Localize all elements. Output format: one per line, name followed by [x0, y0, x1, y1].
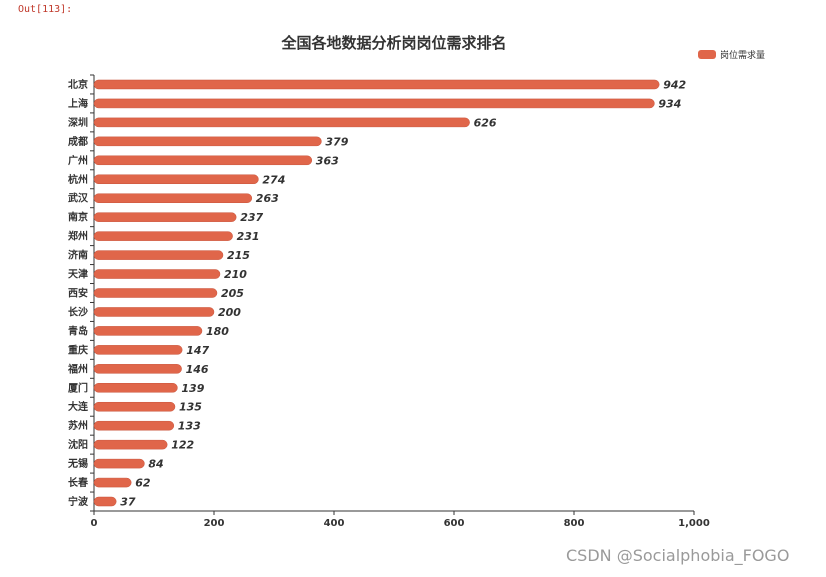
watermark: CSDN @Socialphobia_FOGO: [566, 546, 790, 565]
category-label: 长沙: [68, 305, 88, 318]
bar[interactable]: [93, 458, 145, 469]
bar[interactable]: [93, 193, 253, 203]
category-label: 长春: [68, 476, 88, 489]
category-label: 重庆: [68, 343, 88, 356]
category-label: 宁波: [68, 495, 89, 508]
legend-label: 岗位需求量: [720, 51, 766, 61]
value-label: 146: [186, 363, 209, 376]
category-label: 南京: [68, 211, 88, 224]
bar[interactable]: [93, 326, 203, 336]
x-tick-label: 200: [204, 518, 225, 529]
category-label: 成都: [68, 135, 88, 148]
bar[interactable]: [93, 477, 132, 488]
x-tick-label: 600: [444, 518, 465, 529]
bar[interactable]: [93, 136, 322, 147]
category-label: 杭州: [68, 173, 88, 186]
bar[interactable]: [93, 174, 259, 185]
category-label: 天津: [68, 268, 88, 281]
value-label: 237: [240, 211, 263, 224]
value-label: 205: [221, 287, 244, 300]
value-label: 263: [256, 192, 279, 205]
category-label: 郑州: [68, 230, 88, 243]
value-label: 147: [186, 344, 209, 357]
value-label: 379: [325, 135, 348, 148]
category-label: 西安: [68, 287, 88, 300]
bar[interactable]: [93, 231, 233, 241]
bar[interactable]: [93, 496, 117, 507]
legend-swatch: [698, 50, 716, 59]
category-label: 上海: [68, 97, 88, 110]
value-label: 274: [262, 173, 285, 186]
category-label: 沈阳: [68, 438, 88, 451]
bar[interactable]: [93, 117, 470, 128]
x-tick-label: 1,000: [678, 518, 710, 529]
category-label: 济南: [68, 249, 88, 262]
category-label: 苏州: [68, 419, 88, 432]
bar[interactable]: [93, 250, 224, 260]
category-label: 无锡: [67, 457, 88, 470]
bar[interactable]: [93, 288, 218, 298]
value-label: 135: [179, 401, 202, 414]
bar[interactable]: [93, 420, 175, 431]
value-label: 210: [224, 268, 247, 281]
bar[interactable]: [93, 439, 168, 450]
bar[interactable]: [93, 401, 176, 412]
bar[interactable]: [93, 98, 655, 109]
value-label: 200: [218, 306, 241, 319]
value-label: 139: [181, 382, 204, 395]
value-label: 934: [658, 97, 681, 110]
x-tick-label: 400: [324, 518, 345, 529]
category-label: 广州: [68, 154, 88, 167]
value-label: 133: [178, 420, 201, 433]
value-label: 363: [316, 154, 339, 167]
value-label: 942: [663, 78, 686, 91]
bar[interactable]: [93, 212, 237, 222]
value-label: 626: [474, 116, 497, 129]
value-label: 37: [120, 496, 136, 509]
bar[interactable]: [93, 155, 313, 166]
value-label: 231: [237, 230, 260, 243]
bar[interactable]: [93, 269, 221, 279]
chart-title: 全国各地数据分析岗岗位需求排名: [281, 34, 507, 52]
category-label: 北京: [68, 78, 88, 91]
bar[interactable]: [93, 307, 215, 317]
value-label: 62: [135, 477, 151, 490]
value-label: 84: [148, 458, 163, 471]
x-tick-label: 0: [91, 518, 98, 529]
bar[interactable]: [93, 79, 660, 90]
legend[interactable]: 岗位需求量: [698, 48, 765, 61]
category-label: 深圳: [68, 116, 88, 129]
bar[interactable]: [93, 383, 178, 393]
value-label: 180: [206, 325, 229, 338]
value-label: 122: [171, 439, 194, 452]
value-label: 215: [227, 249, 250, 262]
category-label: 青岛: [68, 324, 88, 337]
x-tick-label: 800: [564, 518, 585, 529]
out-prompt: Out[113]:: [18, 4, 73, 15]
bar[interactable]: [93, 364, 182, 374]
category-label: 大连: [68, 400, 89, 413]
category-label: 福州: [67, 362, 88, 375]
category-label: 武汉: [68, 192, 89, 205]
category-label: 厦门: [68, 381, 88, 394]
bar[interactable]: [93, 345, 183, 355]
